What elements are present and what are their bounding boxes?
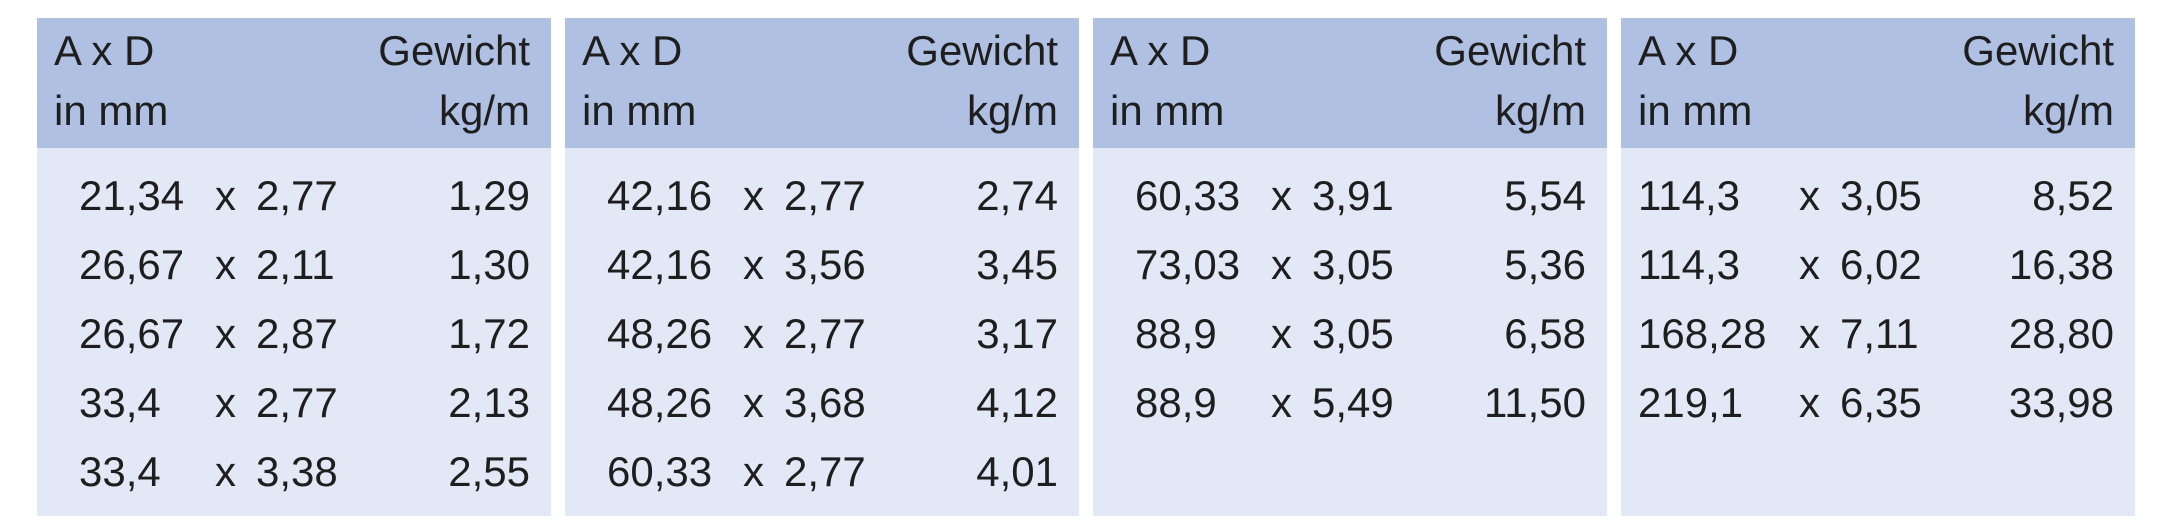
header-label: in mm: [582, 87, 697, 134]
cell-x: x: [1799, 241, 1820, 288]
cell-d: 2,77: [784, 172, 866, 219]
cell-weight: 2,55: [448, 448, 530, 495]
cell-x: x: [1271, 379, 1292, 426]
cell-a: 26,67: [79, 241, 185, 288]
table-panel: A x D in mm Gewicht kg/m 114,3 x 3,05 8,52 114,3…: [1621, 18, 2135, 516]
cell-weight: 16,38: [2008, 241, 2114, 288]
cell-d: 3,05: [1840, 172, 1922, 219]
cell-d: 6,35: [1840, 379, 1922, 426]
header-label: Gewicht: [378, 27, 530, 74]
cell-a: 48,26: [607, 379, 713, 426]
cell-weight: 6,58: [1504, 310, 1586, 357]
cell-weight: 4,12: [976, 379, 1058, 426]
header-label: in mm: [1638, 87, 1753, 134]
cell-x: x: [743, 379, 764, 426]
cell-x: x: [1271, 241, 1292, 288]
header-label: A x D: [1110, 27, 1211, 74]
header-label: kg/m: [1494, 87, 1586, 134]
cell-d: 2,77: [256, 172, 338, 219]
cell-weight: 5,54: [1504, 172, 1586, 219]
cell-x: x: [743, 448, 764, 495]
cell-d: 3,56: [784, 241, 866, 288]
header-label: A x D: [54, 27, 155, 74]
cell-a: 33,4: [79, 448, 161, 495]
cell-d: 7,11: [1840, 310, 1919, 357]
cell-a: 73,03: [1135, 241, 1241, 288]
cell-d: 3,05: [1312, 310, 1394, 357]
cell-d: 2,77: [784, 448, 866, 495]
cell-weight: 1,72: [448, 310, 530, 357]
cell-a: 219,1: [1638, 379, 1744, 426]
header-label: A x D: [582, 27, 683, 74]
header-label: in mm: [54, 87, 169, 134]
table-header: A x D in mm Gewicht kg/m: [1621, 18, 2135, 148]
table-panel: A x D in mm Gewicht kg/m 60,33 x 3,91 5,54 73,03…: [1093, 18, 1607, 516]
cell-a: 33,4: [79, 379, 161, 426]
header-label: kg/m: [966, 87, 1058, 134]
cell-weight: 2,13: [448, 379, 530, 426]
cell-a: 168,28: [1638, 310, 1767, 357]
table-panel: A x D in mm Gewicht kg/m 21,34 x 2,77 1,29 26,67…: [37, 18, 551, 516]
cell-x: x: [1271, 172, 1292, 219]
table-header: A x D in mm Gewicht kg/m: [1093, 18, 1607, 148]
header-label: kg/m: [2022, 87, 2114, 134]
cell-d: 3,68: [784, 379, 866, 426]
table-header: A x D in mm Gewicht kg/m: [565, 18, 1079, 148]
cell-d: 2,87: [256, 310, 338, 357]
cell-a: 42,16: [607, 241, 713, 288]
cell-a: 88,9: [1135, 379, 1217, 426]
cell-d: 3,38: [256, 448, 338, 495]
cell-d: 5,49: [1312, 379, 1394, 426]
cell-x: x: [743, 172, 764, 219]
header-label: in mm: [1110, 87, 1225, 134]
cell-x: x: [215, 241, 236, 288]
header-label: Gewicht: [906, 27, 1058, 74]
cell-d: 2,77: [256, 379, 338, 426]
cell-weight: 8,52: [2032, 172, 2114, 219]
cell-weight: 4,01: [976, 448, 1058, 495]
cell-a: 60,33: [1135, 172, 1241, 219]
header-label: Gewicht: [1434, 27, 1586, 74]
cell-x: x: [743, 241, 764, 288]
header-label: kg/m: [438, 87, 530, 134]
cell-x: x: [743, 310, 764, 357]
cell-d: 2,77: [784, 310, 866, 357]
cell-weight: 33,98: [2008, 379, 2114, 426]
cell-d: 6,02: [1840, 241, 1922, 288]
cell-weight: 1,29: [448, 172, 530, 219]
cell-d: 3,05: [1312, 241, 1394, 288]
cell-a: 88,9: [1135, 310, 1217, 357]
cell-weight: 2,74: [976, 172, 1058, 219]
cell-x: x: [215, 310, 236, 357]
cell-d: 3,91: [1312, 172, 1394, 219]
cell-x: x: [215, 448, 236, 495]
cell-x: x: [215, 172, 236, 219]
table-panel: A x D in mm Gewicht kg/m 42,16 x 2,77 2,74 42,16…: [565, 18, 1079, 516]
cell-a: 21,34: [79, 172, 185, 219]
cell-a: 114,3: [1638, 241, 1740, 288]
cell-x: x: [1799, 379, 1820, 426]
cell-a: 60,33: [607, 448, 713, 495]
cell-x: x: [215, 379, 236, 426]
cell-d: 2,11: [256, 241, 335, 288]
cell-x: x: [1799, 172, 1820, 219]
cell-x: x: [1799, 310, 1820, 357]
cell-a: 114,3: [1638, 172, 1740, 219]
header-label: A x D: [1638, 27, 1739, 74]
cell-weight: 3,17: [976, 310, 1058, 357]
cell-weight: 5,36: [1504, 241, 1586, 288]
cell-weight: 28,80: [2008, 310, 2114, 357]
cell-x: x: [1271, 310, 1292, 357]
cell-weight: 3,45: [976, 241, 1058, 288]
table-header: A x D in mm Gewicht kg/m: [37, 18, 551, 148]
cell-a: 48,26: [607, 310, 713, 357]
cell-a: 42,16: [607, 172, 713, 219]
cell-weight: 1,30: [448, 241, 530, 288]
cell-a: 26,67: [79, 310, 185, 357]
cell-weight: 11,50: [1484, 379, 1586, 426]
header-label: Gewicht: [1962, 27, 2114, 74]
